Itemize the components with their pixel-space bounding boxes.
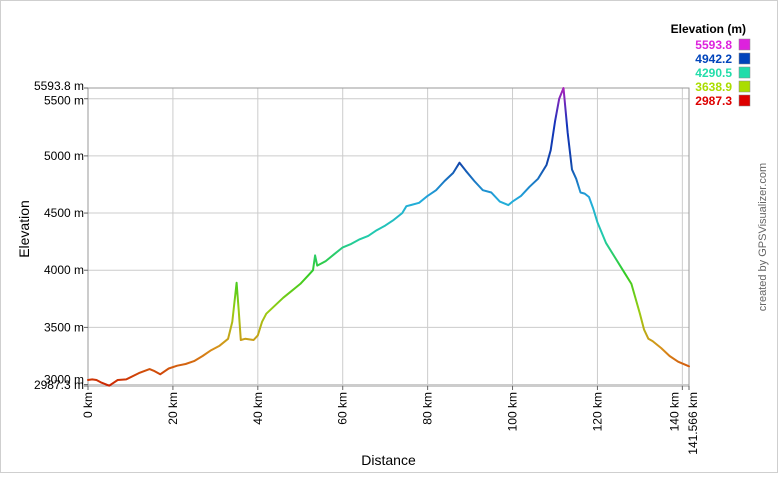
y-tick-label: 4500 m [44, 206, 84, 220]
x-tick-label: 141.566 km [686, 392, 700, 455]
x-tick-label: 40 km [251, 392, 265, 425]
credit-text: created by GPSVisualizer.com [757, 163, 769, 311]
x-tick-label: 80 km [421, 392, 435, 425]
legend-entry-label: 2987.3 [695, 94, 732, 108]
y-tick-label: 2987.3 m [34, 378, 84, 392]
legend-swatch [738, 94, 751, 107]
x-tick-label: 60 km [336, 392, 350, 425]
y-tick-label: 5000 m [44, 149, 84, 163]
plot-border [87, 87, 690, 387]
legend-entry-label: 4942.2 [695, 52, 732, 66]
x-tick-label: 120 km [590, 392, 604, 431]
grid [88, 88, 689, 386]
x-tick-label: 140 km [667, 392, 681, 431]
legend-swatch [738, 80, 751, 93]
x-tick-label: 20 km [166, 392, 180, 425]
x-tick-label: 0 km [81, 392, 95, 418]
series-layer [87, 87, 690, 387]
legend-swatch [738, 38, 751, 51]
y-tick-label: 3000 m [44, 373, 84, 387]
legend-swatch [738, 52, 751, 65]
y-tick-label: 5593.8 m [34, 79, 84, 93]
y-tick-label: 3500 m [44, 320, 84, 334]
x-axis-title: Distance [361, 452, 416, 468]
legend-entry-label: 5593.8 [695, 38, 732, 52]
legend-entry-label: 3638.9 [695, 80, 732, 94]
legend: Elevation (m) 5593.84942.24290.53638.929… [671, 22, 751, 108]
y-tick-label: 4000 m [44, 263, 84, 277]
x-axis-ticks: 0 km 20 km 40 km 60 km 80 km 100 km 120 km 140 … [81, 386, 700, 455]
x-tick-label: 100 km [506, 392, 520, 431]
legend-swatch [738, 66, 751, 79]
y-axis-title: Elevation [16, 200, 32, 258]
legend-entry-label: 4290.5 [695, 66, 732, 80]
legend-title: Elevation (m) [671, 22, 746, 36]
y-tick-label: 5500 m [44, 94, 84, 108]
elevation-profile-line [87, 87, 690, 387]
